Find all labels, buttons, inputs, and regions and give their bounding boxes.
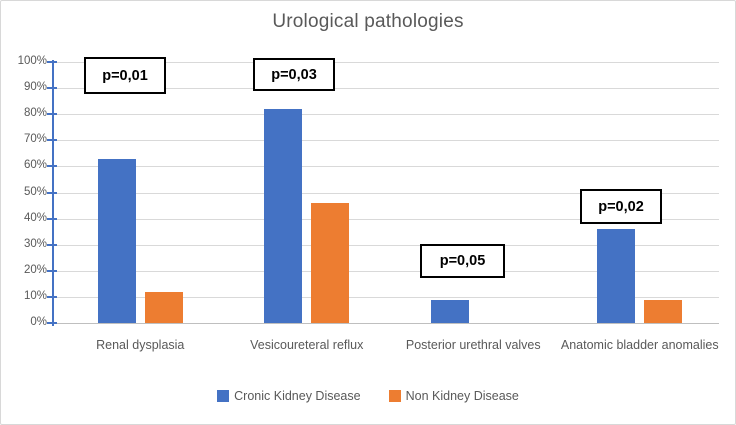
gridline xyxy=(53,88,719,90)
y-axis-tick xyxy=(47,243,57,246)
non-kidney-disease-bar xyxy=(644,299,683,323)
non-kidney-disease-swatch-icon xyxy=(388,390,401,402)
legend-item-cronic-kidney-disease: Cronic Kidney Disease xyxy=(217,389,361,403)
y-axis-label: 100% xyxy=(17,55,47,67)
legend-label: Cronic Kidney Disease xyxy=(234,389,361,403)
non-kidney-disease-bar xyxy=(311,202,350,323)
chart-title: Urological pathologies xyxy=(272,11,464,32)
y-axis-label: 50% xyxy=(23,185,47,198)
y-axis-label: 30% xyxy=(23,237,47,250)
p-value-box: p=0,02 xyxy=(580,189,662,224)
gridline xyxy=(53,140,719,142)
y-axis-tick xyxy=(47,191,57,194)
y-axis-label: 40% xyxy=(23,211,47,224)
y-axis-tick xyxy=(47,269,57,272)
category-label: Renal dysplasia xyxy=(96,338,185,352)
cronic-kidney-disease-bar xyxy=(430,299,469,323)
y-axis-label: 0% xyxy=(30,316,47,328)
gridline xyxy=(53,166,719,168)
y-axis-tick xyxy=(47,87,57,90)
gridline xyxy=(53,192,719,194)
y-axis-tick xyxy=(47,165,57,168)
gridline xyxy=(53,62,719,63)
y-axis-tick xyxy=(47,61,57,63)
category-label: Vesicoureteral reflux xyxy=(250,338,364,352)
y-axis-label: 90% xyxy=(23,81,47,94)
y-axis-label: 10% xyxy=(23,289,47,302)
p-value-box: p=0,01 xyxy=(84,57,166,94)
category-label: Posterior urethral valves xyxy=(405,338,541,352)
cronic-kidney-disease-bar xyxy=(97,158,136,323)
non-kidney-disease-bar xyxy=(144,291,183,323)
y-axis-label: 60% xyxy=(23,159,47,172)
legend: Cronic Kidney Disease Non Kidney Disease xyxy=(1,389,735,403)
x-axis-line xyxy=(53,323,719,324)
y-axis-tick xyxy=(47,295,57,298)
y-axis-label: 20% xyxy=(23,263,47,276)
cronic-kidney-disease-bar xyxy=(264,108,303,323)
gridline xyxy=(53,296,719,298)
cronic-kidney-disease-bar xyxy=(597,229,636,323)
category-label: Anatomic bladder anomalies xyxy=(560,338,719,352)
y-axis-tick xyxy=(47,113,57,116)
y-axis-tick xyxy=(47,139,57,142)
gridline xyxy=(53,270,719,272)
y-axis-tick xyxy=(47,322,57,324)
legend-item-non-kidney-disease: Non Kidney Disease xyxy=(388,389,519,403)
legend-label: Non Kidney Disease xyxy=(405,389,519,403)
p-value-box: p=0,05 xyxy=(420,244,505,278)
gridline xyxy=(53,114,719,116)
y-axis-label: 70% xyxy=(23,133,47,146)
gridline xyxy=(53,218,719,220)
cronic-kidney-disease-swatch-icon xyxy=(217,390,230,402)
p-value-box: p=0,03 xyxy=(253,58,335,91)
y-axis-tick xyxy=(47,217,57,220)
y-axis-label: 80% xyxy=(23,107,47,120)
gridline xyxy=(53,244,719,246)
